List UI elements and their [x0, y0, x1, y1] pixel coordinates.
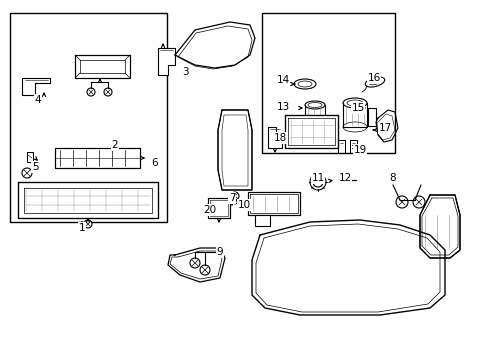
Text: 18: 18 [273, 133, 287, 143]
Circle shape [104, 88, 112, 96]
Polygon shape [22, 78, 50, 95]
Polygon shape [18, 182, 158, 218]
Polygon shape [285, 115, 338, 148]
Polygon shape [75, 55, 130, 78]
Ellipse shape [369, 79, 381, 85]
Bar [10, 13, 167, 222]
Polygon shape [368, 108, 376, 126]
Circle shape [22, 168, 32, 178]
Text: 17: 17 [378, 123, 392, 133]
Circle shape [396, 196, 408, 208]
Polygon shape [420, 195, 460, 258]
Circle shape [231, 192, 239, 200]
Ellipse shape [305, 101, 325, 109]
Circle shape [84, 220, 92, 228]
Ellipse shape [298, 81, 312, 87]
Polygon shape [248, 192, 300, 215]
Text: 13: 13 [276, 102, 290, 112]
Polygon shape [158, 48, 175, 75]
Text: 15: 15 [351, 103, 365, 113]
Text: 9: 9 [217, 247, 223, 257]
Ellipse shape [365, 77, 385, 87]
Text: 2: 2 [112, 140, 118, 150]
Text: 19: 19 [353, 145, 367, 155]
Ellipse shape [308, 103, 322, 108]
Circle shape [200, 265, 210, 275]
Text: 4: 4 [35, 95, 41, 105]
Polygon shape [208, 198, 230, 218]
Text: 8: 8 [390, 173, 396, 183]
Polygon shape [218, 110, 252, 190]
Circle shape [190, 258, 200, 268]
Ellipse shape [347, 100, 363, 106]
Bar [262, 13, 395, 153]
Circle shape [413, 196, 425, 208]
Ellipse shape [343, 98, 367, 108]
Text: 6: 6 [152, 158, 158, 168]
Polygon shape [55, 148, 140, 168]
Text: 11: 11 [311, 173, 325, 183]
Text: 20: 20 [203, 205, 217, 215]
Text: 14: 14 [276, 75, 290, 85]
Text: 10: 10 [238, 200, 250, 210]
Polygon shape [255, 215, 270, 226]
Text: 1: 1 [79, 223, 85, 233]
Circle shape [310, 174, 326, 190]
Text: 5: 5 [32, 162, 38, 172]
Text: 7: 7 [229, 193, 235, 203]
Circle shape [313, 177, 323, 187]
Ellipse shape [294, 79, 316, 89]
Circle shape [87, 88, 95, 96]
Text: 3: 3 [182, 67, 188, 77]
Text: 12: 12 [339, 173, 352, 183]
Text: 16: 16 [368, 73, 381, 83]
